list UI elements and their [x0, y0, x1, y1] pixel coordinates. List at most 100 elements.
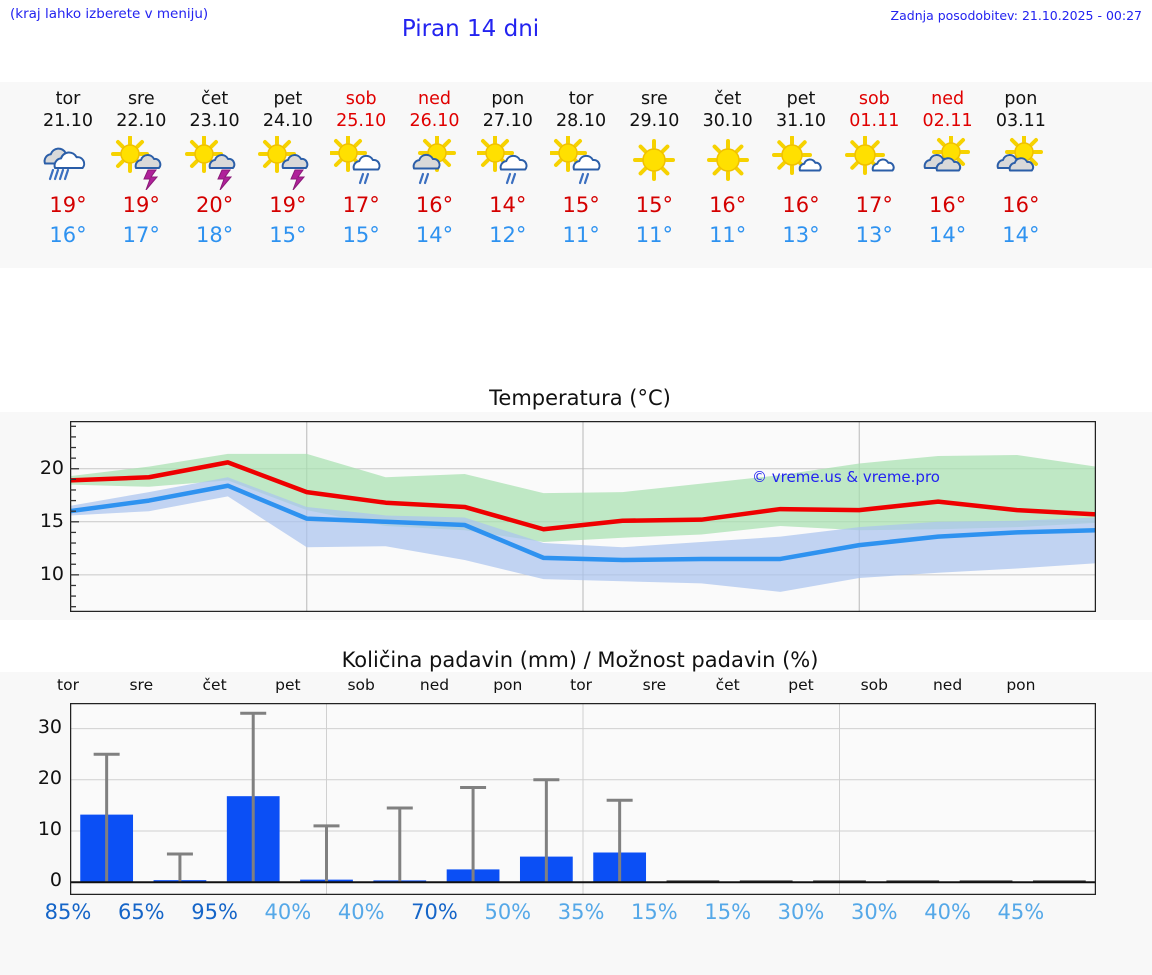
precipitation-probability-value: 15% [631, 900, 678, 924]
day-of-week-label: pon [1004, 89, 1038, 109]
precipitation-day-label: pon [1006, 676, 1036, 694]
day-date-label: 25.10 [336, 111, 387, 131]
precipitation-day-label: tor [57, 676, 79, 694]
precipitation-y-axis-label: 30 [37, 715, 62, 738]
forecast-day-column[interactable]: tor 28.10 15° 11° [542, 82, 620, 268]
weather-icon-container [835, 134, 913, 190]
min-temperature-value: 13° [855, 223, 893, 247]
weather-icon-container [176, 134, 254, 190]
forecast-day-column[interactable]: sre 29.10 15° 11° [615, 82, 693, 268]
max-temperature-value: 19° [122, 193, 160, 217]
precipitation-probability-value: 30% [850, 900, 898, 924]
precipitation-probability-value: 85% [44, 900, 92, 924]
precipitation-plot [69, 702, 1097, 896]
day-date-label: 29.10 [629, 111, 680, 131]
precipitation-y-axis-label: 0 [49, 869, 62, 892]
temperature-plot [67, 420, 1099, 613]
cloudy-rain-icon [43, 147, 86, 181]
day-of-week-label: čet [200, 89, 229, 109]
precipitation-day-labels: tor sre čet pet sob ned pon tor sre čet pet sob ned p… [0, 676, 1152, 698]
day-date-label: 01.11 [849, 111, 900, 131]
forecast-day-column[interactable]: sob 25.10 17° 15° [322, 82, 400, 268]
day-of-week-label: tor [568, 89, 594, 109]
precipitation-day-label: sob [860, 676, 888, 694]
page-title: Piran 14 dni [401, 16, 540, 42]
weather-icon-container [615, 134, 693, 190]
forecast-day-column[interactable]: čet 23.10 20° 18° [176, 82, 254, 268]
forecast-day-column[interactable]: čet 30.10 16° 11° [689, 82, 767, 268]
max-temperature-value: 19° [269, 193, 307, 217]
max-temperature-value: 17° [342, 193, 380, 217]
precipitation-probability-value: 15% [704, 900, 752, 924]
forecast-day-column[interactable]: sob 01.11 17° 13° [835, 82, 913, 268]
day-of-week-label: ned [418, 89, 451, 109]
min-temperature-value: 14° [1002, 223, 1040, 247]
sun-icon [633, 139, 676, 181]
sun-smallcloud-icon [772, 136, 822, 175]
weather-icon-container [322, 134, 400, 190]
max-temperature-value: 16° [782, 193, 820, 217]
menu-hint-link[interactable]: (kraj lahko izberete v meniju) [10, 6, 209, 22]
precipitation-day-label: tor [570, 676, 593, 694]
min-temperature-value: 14° [928, 223, 967, 247]
forecast-day-column[interactable]: pon 03.11 16° 14° [982, 82, 1060, 268]
min-temperature-value: 15° [269, 223, 307, 247]
max-temperature-value: 15° [562, 193, 600, 217]
cloud-sun-icon [996, 136, 1043, 172]
precipitation-day-label: pon [493, 676, 523, 694]
precipitation-day-label: pet [275, 676, 301, 694]
forecast-day-column[interactable]: pon 27.10 14° 12° [469, 82, 547, 268]
forecast-day-column[interactable]: ned 02.11 16° 14° [909, 82, 987, 268]
day-date-label: 28.10 [556, 111, 607, 131]
temperature-y-axis-label: 15 [39, 509, 64, 532]
precipitation-day-label: sob [347, 676, 375, 694]
precipitation-probability-value: 45% [997, 900, 1045, 924]
weather-icon-container [469, 134, 547, 190]
precipitation-chart-svg [69, 702, 1097, 896]
precipitation-probability-value: 70% [411, 900, 458, 924]
day-date-label: 02.11 [922, 111, 973, 131]
precipitation-probability-value: 40% [924, 900, 971, 924]
sun-cloud-thunder-icon [111, 136, 162, 190]
sun-cloud-rain-icon [476, 136, 528, 185]
forecast-day-column[interactable]: sre 22.10 19° 17° [102, 82, 180, 268]
precipitation-probability-value: 40% [264, 900, 312, 924]
day-of-week-label: pet [273, 89, 303, 109]
min-temperature-value: 17° [122, 223, 160, 247]
uncertainty-band [70, 453, 1096, 542]
forecast-day-column[interactable]: tor 21.10 19° 16° [29, 82, 107, 268]
temperature-y-axis-label: 10 [39, 562, 64, 585]
day-of-week-label: pet [786, 89, 816, 109]
max-temperature-value: 16° [709, 193, 747, 217]
min-temperature-value: 11° [562, 223, 600, 247]
day-date-label: 23.10 [189, 111, 240, 131]
precipitation-probability-value: 30% [777, 900, 825, 924]
day-date-label: 22.10 [116, 111, 167, 131]
precipitation-day-label: pet [788, 676, 814, 694]
min-temperature-value: 11° [709, 223, 747, 247]
precipitation-day-label: čet [202, 676, 227, 694]
forecast-day-column[interactable]: ned 26.10 16° 14° [396, 82, 474, 268]
max-temperature-value: 16° [1002, 193, 1040, 217]
sun-smallcloud-icon [845, 136, 895, 175]
max-temperature-value: 14° [489, 193, 527, 217]
day-of-week-label: sre [641, 89, 668, 109]
min-temperature-value: 12° [489, 223, 527, 247]
max-temperature-value: 16° [415, 193, 454, 217]
max-temperature-value: 16° [928, 193, 967, 217]
sun-icon [706, 139, 749, 181]
min-temperature-value: 16° [49, 223, 87, 247]
forecast-day-column[interactable]: pet 24.10 19° 15° [249, 82, 327, 268]
plot-frame [69, 702, 1097, 896]
max-temperature-value: 20° [195, 193, 234, 217]
forecast-day-column[interactable]: pet 31.10 16° 13° [762, 82, 840, 268]
day-of-week-label: tor [55, 89, 81, 109]
temperature-chart-title: Temperatura (°C) [489, 386, 671, 410]
day-date-label: 21.10 [42, 111, 94, 131]
day-of-week-label: sob [345, 89, 377, 109]
day-of-week-label: čet [714, 89, 742, 109]
copyright-watermark: © vreme.us & vreme.pro [752, 468, 940, 486]
weather-icon-container [542, 134, 620, 190]
sun-cloud-thunder-icon [257, 136, 309, 190]
temperature-y-axis-label: 20 [39, 456, 64, 479]
